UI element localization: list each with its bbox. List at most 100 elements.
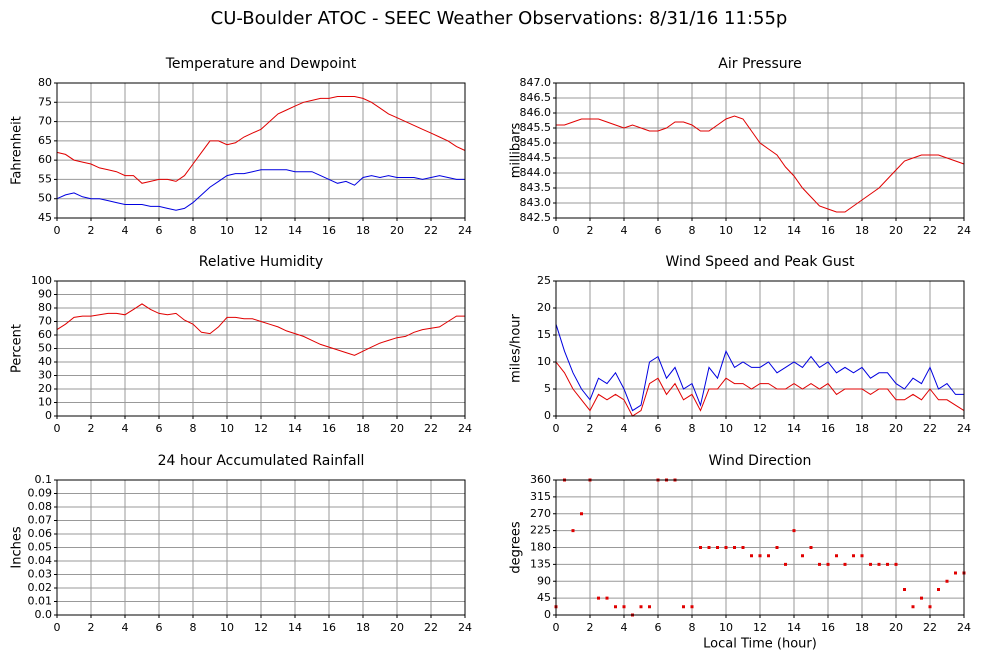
y-tick-label: 360	[530, 473, 551, 486]
plot-border	[555, 280, 965, 417]
x-tick-label: 10	[220, 621, 234, 634]
y-tick-label: 0	[544, 409, 551, 422]
y-tick-label: 90	[38, 288, 52, 301]
data-line	[555, 361, 965, 417]
data-point	[707, 546, 711, 549]
y-tick-label: 844.5	[520, 151, 552, 164]
y-axis-label: Percent	[10, 324, 25, 373]
x-tick-label: 22	[923, 422, 937, 435]
x-tick-label: 24	[458, 422, 472, 435]
data-point	[903, 588, 906, 591]
panel-title: Temperature and Dewpoint	[165, 56, 357, 72]
y-tick-label: 40	[38, 355, 52, 368]
x-tick-label: 24	[957, 422, 971, 435]
x-tick-label: 2	[587, 422, 594, 435]
x-tick-label: 8	[190, 224, 197, 237]
x-tick-label: 6	[156, 621, 163, 634]
x-tick-label: 8	[190, 422, 197, 435]
x-tick-label: 10	[220, 224, 234, 237]
data-point	[741, 546, 745, 549]
y-tick-label: 845.0	[520, 136, 552, 149]
x-tick-label: 2	[88, 224, 95, 237]
x-tick-label: 22	[424, 422, 438, 435]
panel-title: Air Pressure	[718, 56, 801, 72]
y-tick-label: 225	[530, 524, 551, 537]
y-tick-label: 55	[38, 172, 52, 185]
data-point	[886, 562, 889, 566]
y-tick-label: 0.02	[28, 581, 53, 594]
data-point	[597, 596, 600, 600]
x-tick-label: 22	[923, 621, 937, 634]
x-tick-label: 8	[190, 621, 197, 634]
data-point	[954, 571, 957, 575]
x-tick-label: 10	[719, 224, 733, 237]
y-tick-label: 70	[38, 315, 52, 328]
x-tick-label: 24	[458, 224, 472, 237]
x-tick-label: 8	[689, 621, 696, 634]
data-point	[682, 605, 685, 609]
y-tick-label: 846.5	[520, 91, 552, 104]
y-tick-label: 60	[38, 153, 52, 166]
y-tick-label: 270	[530, 507, 551, 520]
x-tick-label: 24	[957, 621, 971, 634]
data-point	[928, 605, 932, 609]
x-axis-label: Local Time (hour)	[703, 637, 817, 652]
panel-title: Relative Humidity	[199, 254, 323, 270]
x-tick-label: 16	[821, 224, 835, 237]
y-tick-label: 45	[537, 591, 551, 604]
data-line	[56, 96, 466, 184]
x-tick-label: 18	[855, 224, 869, 237]
x-tick-label: 2	[88, 621, 95, 634]
data-point	[648, 605, 651, 609]
x-tick-label: 6	[655, 224, 662, 237]
x-tick-label: 4	[122, 224, 129, 237]
data-point	[945, 579, 949, 583]
data-point	[809, 546, 813, 549]
y-tick-label: 0.03	[28, 568, 53, 581]
y-axis-label: millibars	[509, 123, 524, 179]
y-tick-label: 0.06	[28, 527, 53, 540]
data-point	[784, 562, 787, 566]
y-tick-label: 20	[537, 301, 551, 314]
y-tick-label: 15	[537, 328, 551, 341]
x-tick-label: 8	[689, 422, 696, 435]
data-point	[920, 596, 923, 600]
x-tick-label: 20	[390, 224, 404, 237]
x-tick-label: 8	[689, 224, 696, 237]
y-tick-label: 70	[38, 115, 52, 128]
plot-border	[555, 479, 965, 616]
y-tick-label: 0.08	[28, 500, 53, 513]
x-tick-label: 6	[655, 422, 662, 435]
data-point	[843, 562, 847, 566]
x-tick-label: 6	[156, 422, 163, 435]
y-tick-label: 315	[530, 490, 551, 503]
x-tick-label: 6	[156, 224, 163, 237]
data-point	[826, 562, 830, 566]
x-tick-label: 10	[220, 422, 234, 435]
x-tick-label: 18	[356, 422, 370, 435]
data-point	[801, 554, 804, 558]
data-point	[911, 605, 915, 609]
x-tick-label: 0	[553, 224, 560, 237]
x-tick-label: 2	[587, 224, 594, 237]
y-tick-label: 0.1	[35, 473, 53, 486]
y-tick-label: 5	[544, 382, 551, 395]
y-tick-label: 100	[31, 274, 52, 287]
x-tick-label: 16	[821, 621, 835, 634]
y-tick-label: 65	[38, 134, 52, 147]
x-tick-label: 18	[855, 621, 869, 634]
data-point	[605, 596, 609, 600]
x-tick-label: 20	[889, 422, 903, 435]
data-line	[56, 169, 465, 211]
data-point	[835, 554, 838, 558]
x-tick-label: 12	[254, 422, 268, 435]
x-tick-label: 2	[88, 422, 95, 435]
x-tick-label: 16	[322, 224, 336, 237]
x-tick-label: 12	[254, 621, 268, 634]
x-tick-label: 0	[553, 422, 560, 435]
panel-title: 24 hour Accumulated Rainfall	[158, 453, 365, 469]
x-tick-label: 0	[54, 422, 61, 435]
y-tick-label: 50	[38, 342, 52, 355]
y-tick-label: 180	[530, 541, 551, 554]
data-line	[56, 303, 465, 356]
